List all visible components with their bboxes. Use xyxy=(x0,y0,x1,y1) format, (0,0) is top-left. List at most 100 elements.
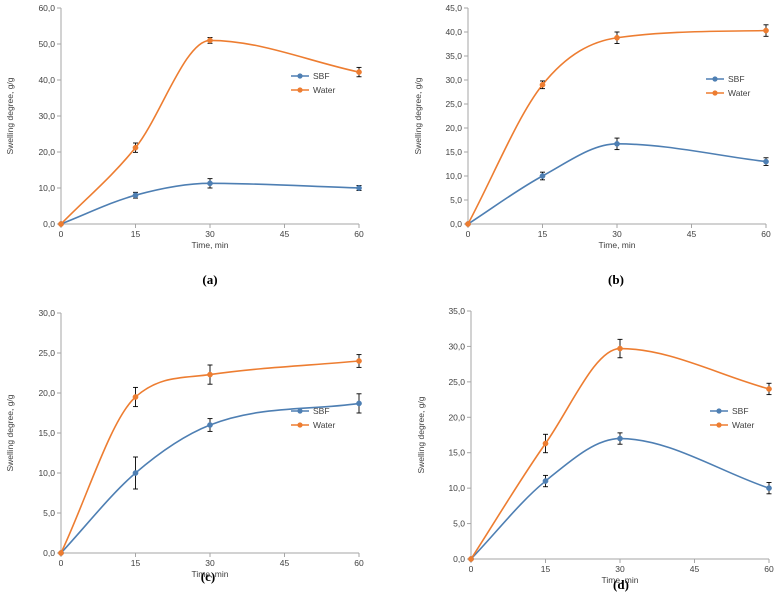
y-tick-label: 10,0 xyxy=(38,468,55,478)
series-line-sbf xyxy=(470,437,770,560)
data-point-water xyxy=(465,221,471,227)
data-point-water xyxy=(58,221,64,227)
x-tick-label: 30 xyxy=(615,564,625,574)
legend-label-water: Water xyxy=(313,85,336,95)
y-tick-label: 5,0 xyxy=(450,195,462,205)
y-tick-label: 45,0 xyxy=(445,3,462,13)
data-point-water xyxy=(356,358,362,364)
y-axis-title: Swelling degree, g/g xyxy=(5,77,15,154)
y-tick-label: 15,0 xyxy=(38,428,55,438)
x-axis-title: Time, min xyxy=(599,240,636,250)
x-axis-title: Time, min xyxy=(192,240,229,250)
y-tick-label: 30,0 xyxy=(445,75,462,85)
x-tick-label: 0 xyxy=(466,229,471,239)
series-line-sbf xyxy=(467,143,767,225)
data-point-sbf xyxy=(207,180,213,187)
y-tick-label: 0,0 xyxy=(43,219,55,229)
series-line-water xyxy=(60,360,360,554)
legend-marker-sbf xyxy=(716,408,722,414)
y-tick-label: 10,0 xyxy=(38,183,55,193)
data-point-water xyxy=(132,394,139,400)
legend-label-water: Water xyxy=(732,420,755,430)
x-tick-label: 60 xyxy=(354,229,364,239)
y-tick-label: 0,0 xyxy=(453,554,465,564)
x-tick-label: 60 xyxy=(761,229,771,239)
legend-marker-sbf xyxy=(297,408,303,414)
x-tick-label: 60 xyxy=(354,558,364,568)
x-axis-title: Time, min xyxy=(192,569,229,579)
data-point-water xyxy=(614,34,620,41)
data-point-sbf xyxy=(763,158,769,165)
y-tick-label: 35,0 xyxy=(448,306,465,316)
legend-marker-water xyxy=(716,422,722,428)
x-tick-label: 0 xyxy=(59,229,64,239)
x-tick-label: 45 xyxy=(690,564,700,574)
legend-marker-water xyxy=(297,422,303,428)
y-axis-title: Swelling degree, g/g xyxy=(5,394,15,471)
data-point-sbf xyxy=(539,173,546,179)
y-tick-label: 35,0 xyxy=(445,51,462,61)
data-point-water xyxy=(207,37,213,44)
chart-panel-b: 0,0 5,0 10,0 15,0 20,0 25,0 30,0 35,0 40,0 45,0 0 1… xyxy=(413,3,771,287)
y-tick-label: 30,0 xyxy=(38,308,55,318)
legend-label-sbf: SBF xyxy=(732,406,749,416)
x-tick-label: 15 xyxy=(541,564,551,574)
y-axis-title: Swelling degree, g/g xyxy=(413,77,423,154)
chart-panel-a: 0,0 10,0 20,0 30,0 40,0 50,0 60,0 0 15 30 45 60 Time… xyxy=(5,3,364,287)
data-point-water xyxy=(356,69,362,75)
data-point-sbf xyxy=(614,140,620,147)
data-point-sbf xyxy=(132,470,139,476)
legend-label-water: Water xyxy=(728,88,751,98)
y-tick-label: 30,0 xyxy=(448,341,465,351)
y-tick-label: 10,0 xyxy=(448,483,465,493)
y-tick-label: 20,0 xyxy=(448,412,465,422)
data-point-sbf xyxy=(542,478,549,484)
data-point-sbf xyxy=(207,422,213,428)
x-tick-label: 30 xyxy=(205,558,215,568)
data-point-water xyxy=(207,371,213,378)
y-tick-label: 5,0 xyxy=(453,519,465,529)
panel-label: (d) xyxy=(613,577,629,592)
y-tick-label: 0,0 xyxy=(43,548,55,558)
data-point-water xyxy=(58,550,64,556)
data-point-water xyxy=(763,27,769,34)
series-line-water xyxy=(470,347,770,560)
y-tick-label: 15,0 xyxy=(445,147,462,157)
data-point-water xyxy=(542,440,549,447)
data-point-sbf xyxy=(617,435,623,442)
y-tick-label: 40,0 xyxy=(445,27,462,37)
series-line-water xyxy=(467,29,767,225)
x-tick-label: 0 xyxy=(59,558,64,568)
legend-marker-water xyxy=(712,90,718,96)
y-tick-label: 50,0 xyxy=(38,39,55,49)
data-point-sbf xyxy=(766,485,772,491)
y-tick-label: 25,0 xyxy=(38,348,55,358)
legend-label-sbf: SBF xyxy=(728,74,745,84)
data-point-water xyxy=(766,386,772,392)
x-tick-label: 60 xyxy=(764,564,774,574)
y-tick-label: 20,0 xyxy=(445,123,462,133)
x-tick-label: 15 xyxy=(131,558,141,568)
y-tick-label: 20,0 xyxy=(38,388,55,398)
legend-marker-water xyxy=(297,87,303,93)
legend-label-sbf: SBF xyxy=(313,406,330,416)
data-point-sbf xyxy=(356,400,362,407)
data-point-water xyxy=(539,81,546,88)
data-point-water xyxy=(617,345,623,352)
y-tick-label: 25,0 xyxy=(448,377,465,387)
x-tick-label: 30 xyxy=(612,229,622,239)
legend-marker-sbf xyxy=(712,76,718,82)
data-point-water xyxy=(468,556,474,562)
y-tick-label: 25,0 xyxy=(445,99,462,109)
x-tick-label: 15 xyxy=(131,229,141,239)
chart-panel-d: 0,0 5,0 10,0 15,0 20,0 25,0 30,0 35,0 0 15 30 45 60 T… xyxy=(416,306,774,592)
legend-label-sbf: SBF xyxy=(313,71,330,81)
x-axis-title: Time, min xyxy=(602,575,639,585)
x-tick-label: 0 xyxy=(469,564,474,574)
legend-label-water: Water xyxy=(313,420,336,430)
panel-label: (b) xyxy=(608,272,624,287)
x-tick-label: 30 xyxy=(205,229,215,239)
y-tick-label: 30,0 xyxy=(38,111,55,121)
x-tick-label: 45 xyxy=(280,558,290,568)
